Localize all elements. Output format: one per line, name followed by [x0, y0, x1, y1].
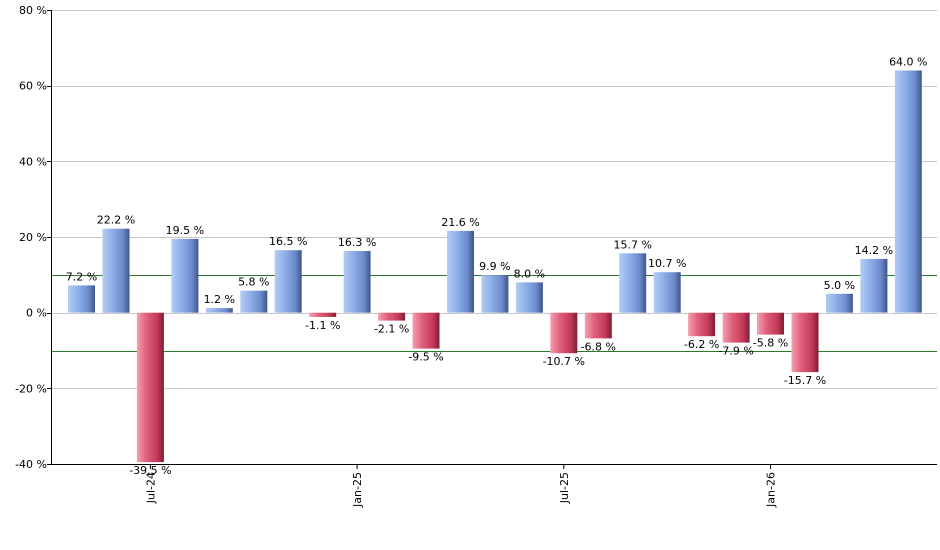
- y-tick-label: 40 %: [19, 155, 47, 168]
- data-label: 7.2 %: [66, 270, 97, 283]
- y-tick-label: -40 %: [15, 458, 47, 471]
- x-tick-label: Jan-25: [351, 472, 364, 508]
- bar: [309, 312, 337, 317]
- y-tick-label: 80 %: [19, 4, 47, 17]
- bar: [515, 282, 543, 313]
- data-label: -15.7 %: [784, 374, 826, 387]
- bars: [68, 70, 922, 463]
- data-label: -9.5 %: [408, 351, 443, 364]
- data-label: 64.0 %: [889, 56, 927, 69]
- data-label: -39.5 %: [129, 464, 171, 477]
- data-labels: 7.2 % 22.2 % -39.5 % 19.5 % 1.2 %5.8 % 16.5 %…: [66, 56, 928, 478]
- bar: [653, 272, 681, 313]
- bar: [136, 312, 164, 463]
- bar: [481, 275, 509, 313]
- bar: [205, 308, 233, 313]
- x-tick-label: Jul-25: [558, 472, 571, 504]
- bar: [722, 312, 750, 343]
- data-label: 1.2 %: [204, 293, 235, 306]
- y-tick-label: 0 %: [26, 307, 47, 320]
- grid-lines: [51, 10, 937, 465]
- bar: [240, 290, 268, 313]
- x-tick-label: Jan-26: [765, 472, 778, 508]
- bar: [378, 312, 406, 321]
- bar: [757, 312, 784, 335]
- axes: [47, 10, 937, 469]
- data-label: -6.2 %: [684, 338, 719, 351]
- bar: [825, 293, 853, 313]
- data-label: -1.1 %: [305, 319, 340, 332]
- data-label: 5.0 %: [824, 279, 855, 292]
- y-tick-labels: -40 % -20 % 0 % 20 % 40 % 60 % 80 %: [15, 4, 47, 471]
- bar: [550, 312, 578, 354]
- data-label: 21.6 %: [441, 216, 479, 229]
- bar: [894, 70, 922, 313]
- data-label: 19.5 %: [166, 224, 204, 237]
- bar: [791, 312, 819, 373]
- bar: [688, 312, 716, 337]
- data-label: 16.3 %: [338, 236, 376, 249]
- x-tick-label: Jul-24: [144, 472, 157, 504]
- y-tick-label: 20 %: [19, 231, 47, 244]
- data-label: -5.8 %: [753, 337, 788, 350]
- bar: [274, 250, 302, 313]
- data-label: -6.8 %: [581, 340, 616, 353]
- data-label: 10.7 %: [648, 257, 686, 270]
- data-label: 22.2 %: [97, 214, 135, 227]
- bar: [447, 230, 474, 313]
- bar: [619, 253, 647, 313]
- bar: [343, 251, 371, 313]
- data-label: 9.9 %: [479, 260, 510, 273]
- data-label: -7.9 %: [718, 345, 753, 358]
- data-label: 15.7 %: [613, 238, 651, 251]
- data-label: -2.1 %: [374, 323, 409, 336]
- data-label: 16.5 %: [269, 235, 307, 248]
- data-label: 14.2 %: [855, 244, 893, 257]
- y-tick-label: -20 %: [15, 382, 47, 395]
- bar: [412, 312, 440, 349]
- data-label: 8.0 %: [514, 267, 545, 280]
- bar: [68, 285, 95, 313]
- bar: [171, 238, 199, 313]
- bar: [102, 228, 130, 313]
- x-tick-labels: Jul-24 Jan-25 Jul-25 Jan-26: [144, 472, 777, 508]
- data-label: 5.8 %: [238, 276, 269, 289]
- y-tick-label: 60 %: [19, 80, 47, 93]
- bar: [860, 258, 888, 313]
- bar: [584, 312, 612, 339]
- data-label: -10.7 %: [543, 355, 585, 368]
